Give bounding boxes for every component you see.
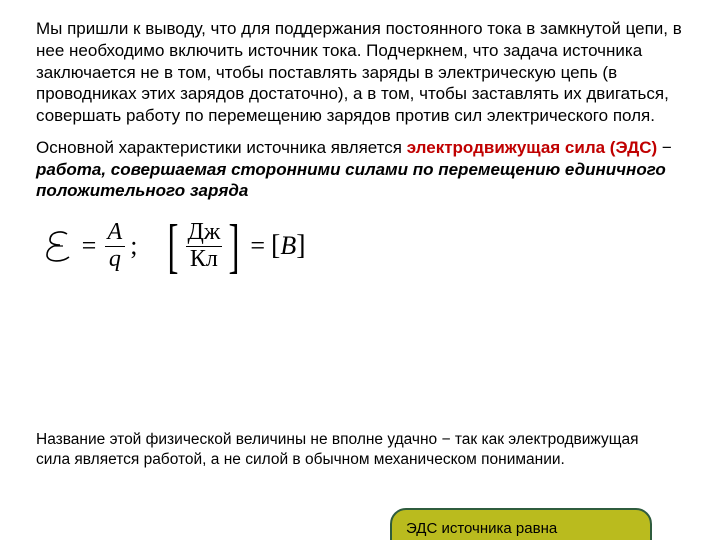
equals-sign: = xyxy=(74,231,104,261)
callout-wrapper: ЭДС источника равна 1 вольт, если он сов… xyxy=(424,254,686,350)
semicolon: ; xyxy=(126,231,137,261)
fraction-numerator: A xyxy=(104,220,127,245)
unit-volt: В xyxy=(280,231,296,261)
def-dash: − xyxy=(657,138,672,157)
left-bracket-small-icon: [ xyxy=(271,230,280,262)
callout-emf-volt: ЭДС источника равна 1 вольт, если он сов… xyxy=(390,508,652,540)
callout-line: ЭДС источника равна xyxy=(406,520,557,537)
def-body: работа, совершаемая сторонними силами по… xyxy=(36,160,666,201)
callout-tail-border-icon xyxy=(532,350,572,378)
intro-paragraph: Мы пришли к выводу, что для поддержания … xyxy=(36,18,684,127)
slide-root: Мы пришли к выводу, что для поддержания … xyxy=(0,0,720,540)
fraction-A-over-q: A q xyxy=(104,220,127,271)
callout-tail-border-icon xyxy=(454,350,494,378)
unit-equation: [ Дж Кл ] = [ В ] xyxy=(163,216,305,276)
right-bracket-small-icon: ] xyxy=(296,230,305,262)
definition-paragraph: Основной характеристики источника являет… xyxy=(36,137,684,202)
unit-equals: = xyxy=(244,231,271,261)
emf-symbol-icon xyxy=(44,229,74,263)
emf-formula: = A q ; xyxy=(44,220,137,271)
unit-fraction: Дж Кл xyxy=(183,220,224,271)
def-lead: Основной характеристики источника являет… xyxy=(36,138,407,157)
term-emf: электродвижущая сила (ЭДС) xyxy=(407,138,657,157)
unit-denominator: Кл xyxy=(186,246,222,272)
unit-numerator: Дж xyxy=(183,220,224,245)
footnote-paragraph: Название этой физической величины не впо… xyxy=(36,430,676,470)
right-bracket-icon: ] xyxy=(229,216,240,276)
fraction-denominator: q xyxy=(105,246,125,272)
left-bracket-icon: [ xyxy=(168,216,179,276)
